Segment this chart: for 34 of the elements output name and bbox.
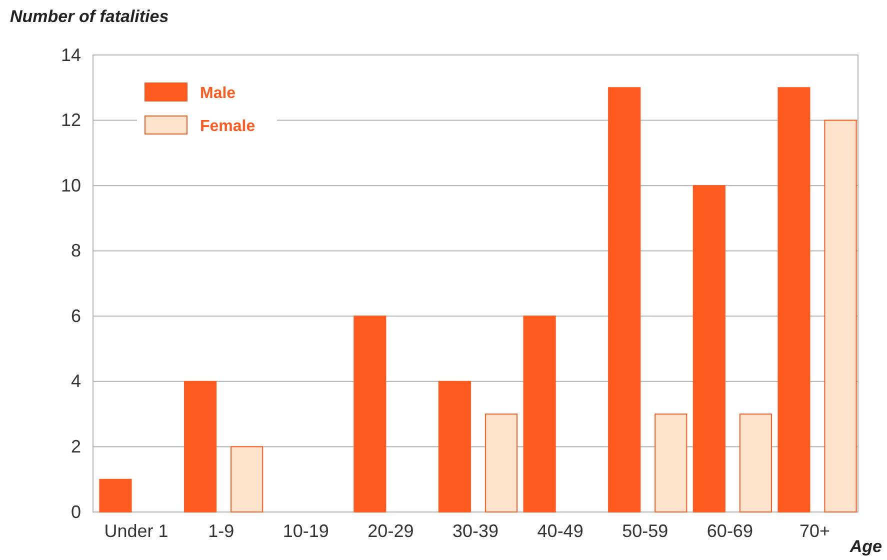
bar — [99, 478, 132, 512]
x-axis-title: Age — [848, 537, 882, 556]
bar — [438, 380, 472, 512]
bar — [778, 87, 810, 512]
bar — [230, 446, 264, 512]
bar — [354, 316, 386, 512]
y-tick-label: 2 — [70, 436, 81, 456]
y-axis-title: Number of fatalities — [10, 7, 169, 26]
bar — [739, 414, 772, 512]
bar — [692, 185, 726, 512]
x-tick-label: 50-59 — [622, 520, 668, 541]
x-tick-label: 40-49 — [537, 520, 584, 541]
x-tick-label: 30-39 — [452, 520, 499, 541]
x-tick-label: 10-19 — [282, 520, 329, 541]
bar — [608, 87, 641, 512]
x-tick-label: Under 1 — [104, 520, 168, 541]
x-tick-label: 1-9 — [208, 520, 234, 541]
x-tick-label: 70+ — [799, 520, 830, 541]
x-tick-label: 60-69 — [706, 520, 753, 541]
y-tick-label: 4 — [70, 371, 81, 392]
bar — [523, 316, 556, 512]
y-tick-label: 0 — [70, 502, 81, 522]
x-tick-label: 20-29 — [368, 520, 414, 541]
bar — [484, 414, 518, 512]
legend-label: Male — [200, 85, 236, 102]
y-tick-label: 6 — [70, 306, 81, 326]
bar — [824, 120, 857, 512]
y-tick-label: 12 — [60, 110, 81, 130]
y-tick-label: 14 — [60, 44, 81, 65]
bar — [184, 380, 217, 512]
y-tick-label: 10 — [60, 175, 81, 196]
bar — [654, 414, 688, 512]
y-tick-label: 8 — [70, 240, 81, 261]
legend-label: Female — [200, 118, 256, 135]
